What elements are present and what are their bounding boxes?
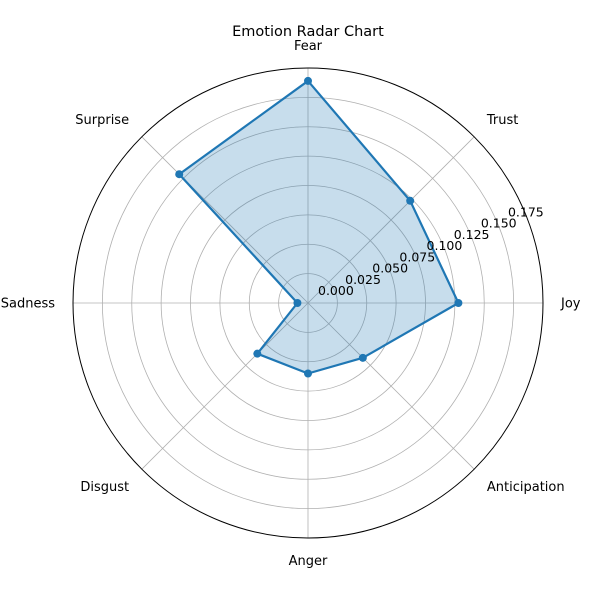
radial-tick-label: 0.000 [318, 283, 354, 298]
radial-tick-label: 0.050 [372, 261, 408, 276]
category-label-anger: Anger [289, 554, 328, 569]
radial-tick-label: 0.125 [454, 227, 490, 242]
radial-tick-label: 0.100 [427, 238, 463, 253]
data-point-surprise [175, 170, 184, 179]
category-label-sadness: Sadness [1, 297, 55, 312]
category-label-joy: Joy [560, 297, 581, 312]
radial-tick-label: 0.075 [399, 249, 435, 264]
data-point-anger [304, 369, 312, 378]
category-label-fear: Fear [294, 39, 323, 54]
category-label-anticipation: Anticipation [487, 480, 565, 495]
category-label-trust: Trust [486, 113, 518, 128]
series-area [179, 80, 459, 374]
chart-title: Emotion Radar Chart [232, 24, 384, 40]
data-point-fear [304, 76, 312, 85]
data-point-joy [454, 299, 463, 307]
radial-tick-label: 0.150 [481, 216, 517, 231]
angular-gridline [307, 136, 475, 304]
angular-gridline [141, 302, 309, 470]
radar-labels: Joy Trust Fear Surprise Sadness Disgust Anger A… [1, 39, 581, 569]
radar-grid [72, 67, 544, 539]
angular-gridline [141, 136, 309, 304]
data-point-trust [406, 196, 415, 205]
category-label-disgust: Disgust [80, 480, 129, 495]
data-point-sadness [293, 299, 302, 307]
radar-series [175, 76, 463, 378]
data-point-disgust [253, 349, 262, 358]
radial-tick-label: 0.025 [345, 272, 381, 287]
category-label-surprise: Surprise [75, 113, 129, 128]
data-point-anticipation [358, 353, 367, 362]
angular-gridline [307, 302, 475, 470]
radial-tick-label: 0.175 [508, 204, 544, 219]
polar-spine [72, 67, 544, 539]
